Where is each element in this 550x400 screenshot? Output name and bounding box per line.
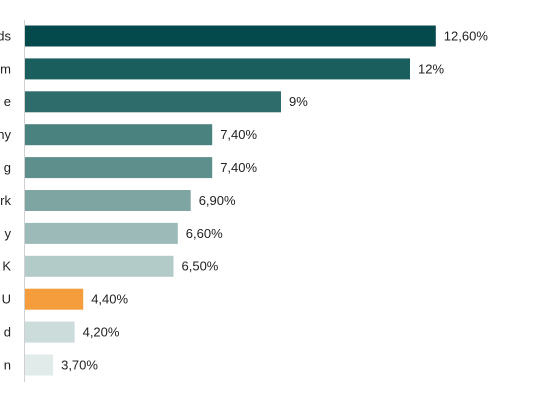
category-label: d [4, 325, 11, 340]
bar [25, 124, 213, 146]
bar [25, 157, 213, 179]
value-label: 7,40% [220, 160, 257, 175]
bar [25, 354, 54, 376]
bar [25, 91, 281, 113]
value-label: 12,60% [444, 28, 489, 43]
category-label: ny [0, 127, 11, 142]
category-label: y [5, 226, 12, 241]
value-label: 9% [289, 94, 308, 109]
bar [25, 58, 410, 80]
category-label: rk [0, 193, 11, 208]
value-label: 12% [418, 61, 444, 76]
category-label: K [2, 259, 11, 274]
bar [25, 222, 178, 244]
category-label: ds [0, 28, 11, 43]
bar [25, 321, 75, 343]
value-label: 6,50% [182, 259, 219, 274]
value-label: 6,60% [186, 226, 223, 241]
category-label: U [2, 292, 11, 307]
category-label: g [4, 160, 11, 175]
value-label: 4,20% [83, 325, 120, 340]
category-label: n [4, 357, 11, 372]
bar [25, 190, 191, 211]
value-label: 4,40% [91, 292, 128, 307]
value-label: 3,70% [61, 357, 98, 372]
value-label: 6,90% [199, 193, 236, 208]
bar [25, 25, 436, 47]
value-label: 7,40% [220, 127, 257, 142]
category-label: e [4, 94, 11, 109]
bar [25, 288, 84, 310]
category-label: m [0, 61, 11, 76]
bar [25, 255, 174, 277]
